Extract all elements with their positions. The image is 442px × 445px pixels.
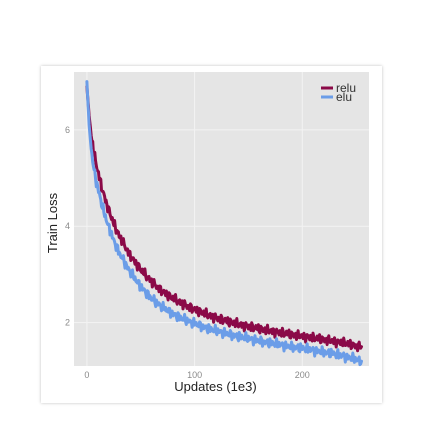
x-tick-labels: 0 100 200 [84,370,309,380]
y-tick-labels: 2 4 6 [65,125,70,328]
series-line-elu [85,80,363,367]
chart-card: 0 100 200 2 4 6 relu elu Updates (1e3) Train … [41,66,382,403]
series-lines [85,80,363,367]
y-tick-label: 6 [65,125,70,135]
x-tick-label: 200 [295,370,310,380]
legend-label-relu: relu [336,81,356,95]
y-tick-label: 2 [65,318,70,328]
x-axis-title: Updates (1e3) [174,379,256,394]
legend-label-elu: elu [336,90,352,104]
x-tick-label: 100 [187,370,202,380]
y-axis-title: Train Loss [45,192,60,253]
y-tick-label: 4 [65,221,70,231]
x-tick-label: 0 [84,370,89,380]
series-line-relu [85,85,363,353]
